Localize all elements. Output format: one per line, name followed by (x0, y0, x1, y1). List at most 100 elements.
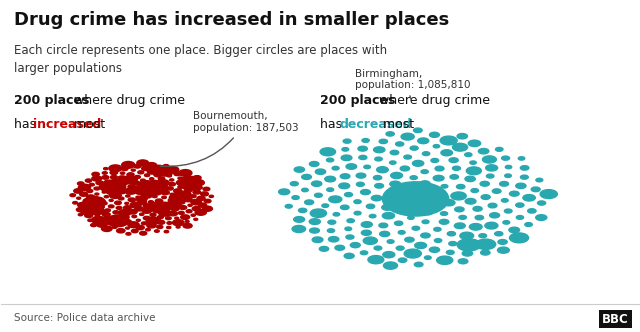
Circle shape (339, 183, 349, 189)
Circle shape (424, 211, 432, 215)
Circle shape (360, 251, 368, 255)
Circle shape (452, 166, 460, 170)
Circle shape (433, 175, 444, 181)
Circle shape (421, 170, 428, 174)
Circle shape (312, 237, 323, 243)
Circle shape (383, 182, 449, 216)
Circle shape (154, 173, 162, 177)
Circle shape (109, 199, 113, 202)
Circle shape (116, 207, 122, 209)
Circle shape (383, 252, 395, 258)
Circle shape (366, 204, 374, 208)
Circle shape (86, 195, 95, 199)
Circle shape (291, 182, 298, 186)
Circle shape (520, 175, 528, 179)
Circle shape (457, 239, 481, 251)
Circle shape (102, 226, 112, 231)
Circle shape (495, 147, 503, 151)
Circle shape (157, 220, 164, 224)
Circle shape (102, 212, 110, 216)
Circle shape (125, 203, 129, 205)
Circle shape (324, 176, 335, 182)
Circle shape (176, 226, 180, 228)
Circle shape (468, 140, 481, 146)
Circle shape (383, 262, 397, 269)
Circle shape (104, 168, 108, 170)
Circle shape (107, 215, 129, 227)
Text: has: has (14, 118, 40, 131)
Circle shape (316, 169, 326, 174)
Circle shape (94, 187, 100, 190)
Circle shape (369, 214, 376, 218)
Circle shape (394, 221, 403, 225)
Circle shape (159, 210, 171, 216)
Circle shape (398, 258, 407, 262)
Circle shape (328, 229, 335, 232)
Circle shape (173, 189, 182, 193)
Circle shape (495, 232, 503, 236)
Circle shape (184, 189, 191, 193)
Circle shape (359, 155, 367, 160)
Circle shape (428, 202, 438, 208)
Circle shape (173, 220, 184, 226)
Circle shape (147, 217, 161, 224)
Circle shape (128, 185, 135, 189)
Circle shape (294, 216, 305, 222)
Circle shape (135, 207, 143, 211)
Circle shape (122, 182, 127, 185)
Circle shape (77, 182, 84, 185)
Circle shape (319, 246, 329, 251)
Circle shape (131, 229, 138, 233)
Circle shape (209, 195, 214, 198)
Circle shape (166, 226, 171, 228)
Circle shape (102, 172, 108, 174)
Text: 200 places: 200 places (14, 94, 90, 107)
Text: most: most (70, 118, 106, 131)
Circle shape (340, 174, 350, 179)
Circle shape (410, 146, 418, 150)
Circle shape (341, 155, 352, 161)
Circle shape (200, 192, 209, 196)
Circle shape (396, 246, 404, 250)
Circle shape (346, 164, 356, 169)
Circle shape (153, 209, 160, 213)
Circle shape (467, 167, 481, 175)
Circle shape (390, 181, 401, 187)
Circle shape (141, 222, 147, 225)
Circle shape (179, 201, 185, 204)
Circle shape (475, 215, 484, 220)
Circle shape (374, 246, 382, 250)
Circle shape (504, 209, 512, 213)
Circle shape (356, 173, 366, 178)
Circle shape (169, 183, 175, 186)
Circle shape (150, 186, 157, 190)
Circle shape (305, 200, 314, 205)
Circle shape (435, 166, 444, 171)
Circle shape (465, 176, 476, 182)
Circle shape (433, 144, 440, 148)
Circle shape (350, 243, 360, 248)
Circle shape (122, 167, 128, 171)
Circle shape (525, 222, 532, 226)
Text: where drug crime: where drug crime (376, 94, 490, 107)
Circle shape (340, 205, 349, 209)
Circle shape (278, 189, 290, 195)
Circle shape (104, 180, 111, 184)
Circle shape (410, 176, 417, 180)
Circle shape (192, 207, 200, 211)
Circle shape (152, 190, 162, 195)
Circle shape (88, 206, 93, 208)
Circle shape (527, 209, 536, 213)
Circle shape (361, 222, 372, 227)
Circle shape (136, 225, 144, 230)
Circle shape (162, 207, 171, 211)
Circle shape (177, 191, 191, 199)
Circle shape (83, 197, 106, 208)
Circle shape (440, 212, 447, 215)
Circle shape (175, 217, 179, 219)
Circle shape (400, 166, 410, 171)
Circle shape (285, 205, 292, 208)
Circle shape (136, 196, 140, 198)
Circle shape (194, 218, 198, 220)
Circle shape (112, 226, 117, 228)
